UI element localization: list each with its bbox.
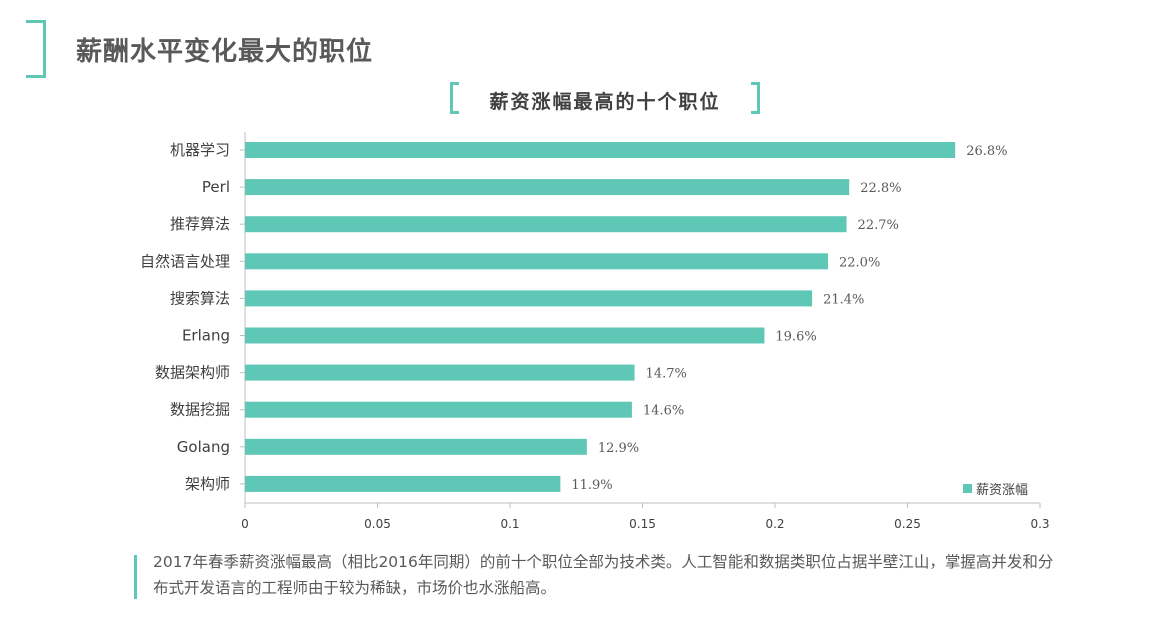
- bar: [245, 327, 765, 344]
- category-label: Perl: [202, 178, 230, 196]
- x-tick-label: 0.25: [894, 517, 921, 531]
- category-label: 数据挖掘: [170, 401, 230, 419]
- data-label: 22.8%: [860, 181, 901, 196]
- data-label: 12.9%: [598, 441, 639, 456]
- bar: [245, 142, 956, 158]
- category-label: Golang: [177, 438, 230, 456]
- title-bracket-decoration: [26, 20, 46, 78]
- chart-title: 薪资涨幅最高的十个职位: [489, 91, 721, 113]
- legend-label: 薪资涨幅: [976, 483, 1028, 498]
- bar: [245, 179, 850, 196]
- category-label: 机器学习: [170, 141, 230, 159]
- data-label: 14.6%: [643, 404, 684, 419]
- legend-swatch: [963, 484, 972, 493]
- x-tick-label: 0.3: [1030, 517, 1049, 531]
- category-label: 推荐算法: [170, 215, 230, 233]
- category-label: 数据架构师: [155, 364, 230, 382]
- category-label: Erlang: [182, 327, 230, 345]
- bar: [245, 475, 561, 492]
- data-label: 14.7%: [646, 367, 687, 382]
- category-label: 搜索算法: [170, 289, 230, 307]
- chart-title-box: 薪资涨幅最高的十个职位: [450, 80, 760, 120]
- x-tick-label: 0.2: [765, 517, 784, 531]
- bar: [245, 253, 828, 270]
- bar: [245, 216, 847, 233]
- x-tick-label: 0.05: [364, 517, 391, 531]
- data-label: 19.6%: [775, 330, 816, 345]
- bar: [245, 290, 813, 307]
- category-label: 自然语言处理: [140, 252, 230, 270]
- bar: [245, 364, 635, 381]
- x-tick-label: 0: [241, 517, 249, 531]
- bar: [245, 401, 632, 418]
- data-label: 21.4%: [823, 292, 864, 307]
- data-label: 22.0%: [839, 255, 880, 270]
- chart-title-right-bracket: [751, 82, 760, 114]
- chart-note: 2017年春季薪资涨幅最高（相比2016年同期）的前十个职位全部为技术类。人工智…: [153, 553, 1054, 597]
- category-label: 架构师: [185, 475, 230, 493]
- x-tick-label: 0.1: [500, 517, 519, 531]
- x-tick-label: 0.15: [629, 517, 656, 531]
- data-label: 26.8%: [966, 144, 1007, 159]
- note-accent-bar: [134, 555, 137, 599]
- data-label: 22.7%: [858, 218, 899, 233]
- data-label: 11.9%: [571, 478, 612, 493]
- bar: [245, 438, 587, 455]
- page-title: 薪酬水平变化最大的职位: [76, 37, 374, 67]
- chart-title-left-bracket: [450, 82, 459, 114]
